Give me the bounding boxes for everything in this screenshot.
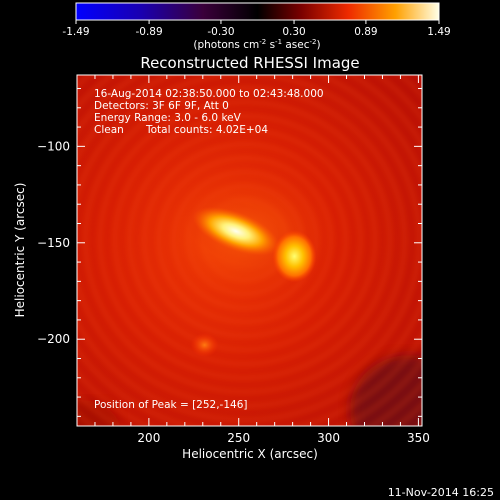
x-tick-label: 250 <box>227 431 250 445</box>
y-axis-ticks: −100 −150 −200 <box>37 88 422 417</box>
x-tick-label: 200 <box>137 431 160 445</box>
colorbar-unit-label: (photons cm-2 s-1 asec-2) <box>193 38 320 51</box>
x-axis-ticks: 200 250 300 350 <box>94 75 430 445</box>
source-main <box>192 206 280 256</box>
colorbar-tick-label: 0.89 <box>354 26 377 38</box>
colorbar-tick-label: -0.89 <box>136 26 163 38</box>
annotation-counts: Total counts: 4.02E+04 <box>145 124 268 136</box>
annotation-energy: Energy Range: 3.0 - 6.0 keV <box>94 112 242 124</box>
annotation-time: 16-Aug-2014 02:38:50.000 to 02:43:48.000 <box>94 88 324 100</box>
footer-date: 11-Nov-2014 16:25 <box>388 486 494 499</box>
colorbar-ticks: -1.49 -0.89 -0.30 0.30 0.89 1.49 <box>62 20 451 38</box>
annotation-peak: Position of Peak = [252,-146] <box>94 399 248 411</box>
x-tick-label: 350 <box>407 431 430 445</box>
source-secondary <box>272 230 317 283</box>
colorbar-tick-label: 1.49 <box>427 26 450 38</box>
source-faint <box>190 333 219 357</box>
annotation-method: Clean <box>94 124 124 136</box>
y-tick-label: −100 <box>37 139 70 153</box>
x-axis-label: Heliocentric X (arcsec) <box>182 447 318 461</box>
colorbar-tick-label: 0.30 <box>282 26 305 38</box>
chart-title: Reconstructed RHESSI Image <box>140 54 359 72</box>
y-tick-label: −200 <box>37 332 70 346</box>
y-tick-label: −150 <box>37 236 70 250</box>
colorbar-tick-label: -0.30 <box>207 26 234 38</box>
colorbar-tick-label: -1.49 <box>62 26 89 38</box>
plot-frame <box>76 74 423 427</box>
annotation-detectors: Detectors: 3F 6F 9F, Att 0 <box>94 100 229 112</box>
y-axis-label: Heliocentric Y (arcsec) <box>13 183 27 318</box>
x-tick-label: 300 <box>317 431 340 445</box>
colorbar <box>75 2 440 21</box>
